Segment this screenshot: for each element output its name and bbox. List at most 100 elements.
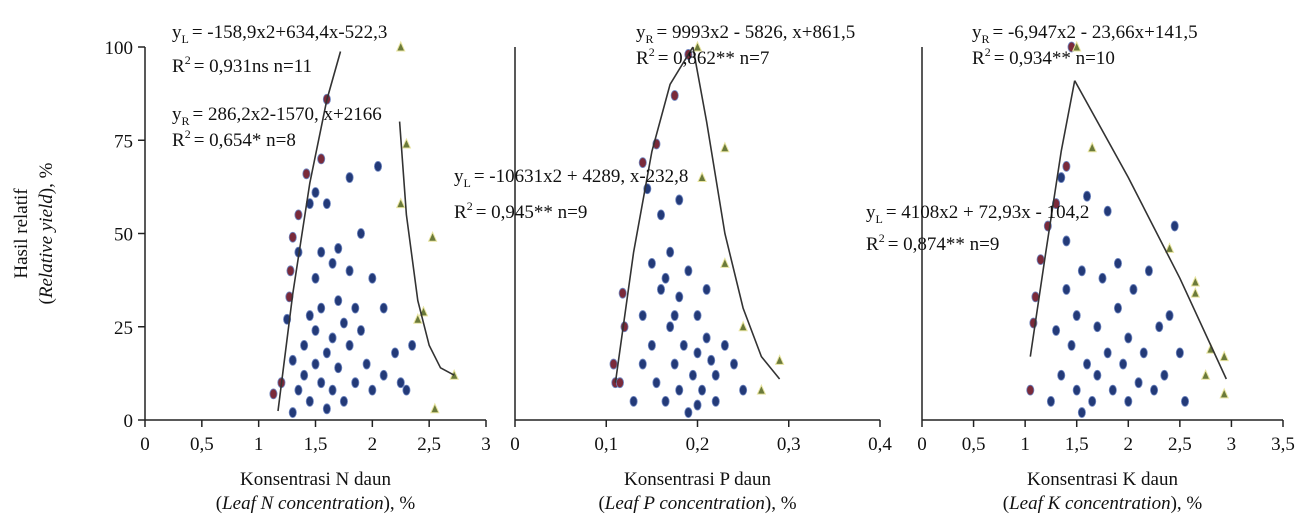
data-point (305, 395, 314, 407)
equation-text: = 9993x2 - 5826, x+861,5 (657, 22, 856, 43)
data-point (1190, 275, 1201, 287)
data-point (1103, 347, 1112, 359)
equation: R2 = 0,874** n=9 (866, 231, 999, 255)
data-point (666, 246, 675, 258)
equation-text: = 0,862** n=7 (658, 48, 770, 69)
data-point (402, 384, 411, 396)
data-point (675, 384, 684, 396)
x-tick-label: 1 (1020, 434, 1030, 455)
data-point (345, 265, 354, 277)
data-point (609, 358, 618, 370)
y-tick-label: 100 (105, 38, 134, 59)
x-axis-label-part: ), % (1171, 493, 1203, 514)
data-point (739, 384, 748, 396)
x-tick-label: 1,5 (1065, 434, 1089, 455)
data-point (702, 332, 711, 344)
data-point (692, 40, 703, 52)
data-point (1057, 172, 1066, 183)
data-point (711, 395, 720, 407)
data-point (702, 284, 711, 295)
data-point (1026, 384, 1035, 396)
data-point (317, 302, 326, 314)
x-axis-label: Konsentrasi P daun (624, 469, 772, 490)
data-point (288, 354, 297, 366)
data-point (1219, 350, 1229, 362)
x-tick-label: 0,1 (594, 434, 618, 455)
y-axis-label-part: ( (36, 298, 57, 304)
data-point (396, 377, 405, 389)
data-point (693, 347, 702, 359)
x-axis-label-part: ( (598, 493, 604, 514)
data-point (652, 377, 661, 389)
data-point (328, 384, 337, 396)
x-tick-label: 0 (140, 434, 150, 455)
data-point (1062, 235, 1071, 247)
data-point (391, 347, 400, 359)
data-point (1036, 254, 1045, 266)
equation: yL = -158,9x2+634,4x-522,3 (172, 22, 387, 46)
equation-subscript: L (464, 176, 471, 190)
equation: R2 = 0,654* n=8 (172, 127, 296, 151)
data-point (661, 272, 670, 284)
equation: yR = 9993x2 - 5826, x+861,5 (636, 22, 855, 46)
fit-curve (398, 121, 455, 376)
data-point (286, 265, 295, 277)
x-axis-label: (Leaf K concentration), % (1003, 493, 1203, 514)
equation-symbol: R (972, 48, 985, 69)
data-point (345, 172, 354, 183)
data-point (1129, 284, 1138, 295)
equation: R2 = 0,934** n=10 (972, 45, 1115, 69)
data-point (413, 313, 423, 324)
data-point (1067, 339, 1076, 351)
data-point (345, 339, 354, 351)
x-axis-label: (Leaf P concentration), % (598, 493, 796, 514)
data-point (661, 395, 670, 407)
equation-text: = -6,947x2 - 23,66x+141,5 (993, 22, 1198, 43)
data-point (1124, 332, 1133, 344)
equation: R2 = 0,862** n=7 (636, 45, 769, 69)
y-axis-label-part: Relative yield (36, 194, 57, 299)
data-point (647, 257, 656, 269)
data-point (720, 257, 730, 268)
x-tick-label: 2,5 (417, 434, 441, 455)
data-point (1113, 257, 1122, 269)
x-axis-label-part: ), % (384, 493, 416, 514)
data-point (401, 137, 412, 149)
data-point (615, 377, 624, 389)
equation-superscript: 2 (467, 199, 473, 213)
data-point (311, 187, 320, 198)
x-tick-label: 0 (917, 434, 927, 455)
data-point (311, 272, 320, 284)
x-tick-label: 2 (1124, 434, 1134, 455)
y-axis-label: Hasil relatif (11, 188, 32, 279)
data-point (288, 407, 297, 418)
x-axis-label-part: ( (216, 493, 222, 514)
equation-superscript: 2 (985, 45, 991, 59)
data-point (684, 407, 693, 418)
data-point (322, 347, 331, 359)
data-point (339, 317, 348, 329)
equation-superscript: 2 (649, 45, 655, 59)
data-point (1103, 205, 1112, 217)
data-point (1190, 286, 1201, 298)
data-point (657, 209, 666, 221)
data-point (1175, 347, 1184, 359)
data-point (1164, 242, 1175, 253)
x-tick-label: 0,5 (190, 434, 214, 455)
data-point (1181, 395, 1190, 407)
x-tick-label: 3 (481, 434, 491, 455)
data-point (1124, 395, 1133, 407)
data-point (294, 209, 303, 221)
equation-symbol: R (636, 48, 649, 69)
data-point (1170, 220, 1179, 232)
x-tick-label: 0,4 (868, 434, 892, 455)
x-axis-label-part: Leaf K concentration (1008, 493, 1170, 514)
data-point (334, 362, 343, 374)
data-point (638, 157, 647, 169)
x-axis-label: Konsentrasi K daun (1027, 469, 1178, 490)
data-point (730, 358, 739, 370)
x-axis-label-part: ( (1003, 493, 1009, 514)
data-point (322, 198, 331, 210)
x-tick-label: 1,5 (304, 434, 328, 455)
